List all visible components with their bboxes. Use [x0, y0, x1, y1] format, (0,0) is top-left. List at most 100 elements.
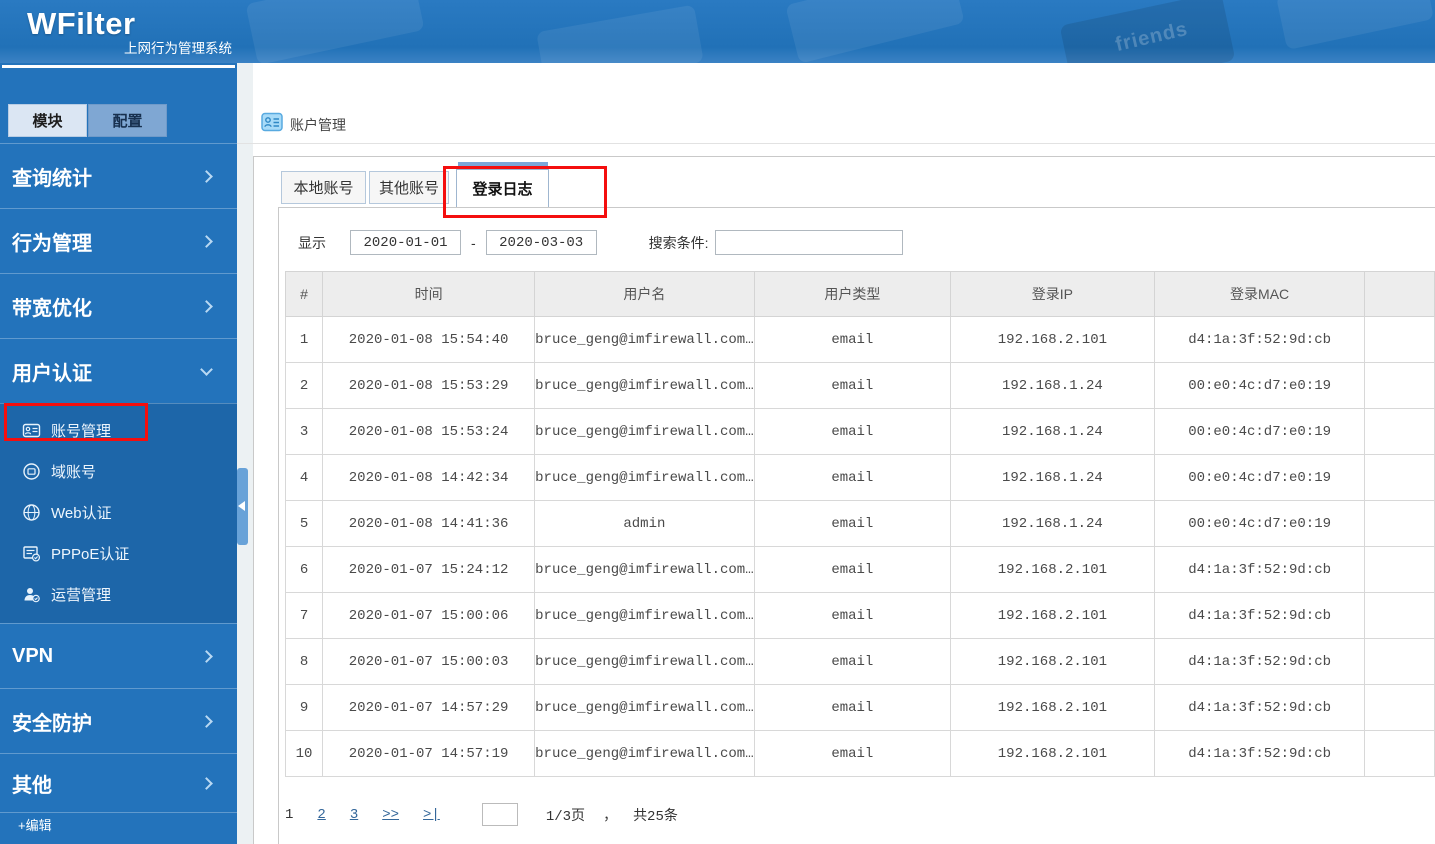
table-header-row: # 时间 用户名 用户类型 登录IP 登录MAC [284, 271, 1435, 317]
sidebar-item-label: VPN [12, 644, 54, 667]
cell-time: 2020-01-08 15:53:24 [322, 408, 536, 455]
cell-usertype: email [753, 408, 952, 455]
sidebar-item-bandwidth[interactable]: 带宽优化 [0, 273, 237, 338]
sidebar-tab-modules[interactable]: 模块 [8, 104, 87, 137]
sidebar-item-vpn[interactable]: VPN [0, 623, 237, 688]
cell-time: 2020-01-08 15:54:40 [322, 316, 536, 363]
date-from-input[interactable] [350, 230, 461, 255]
breadcrumb: 账户管理 [237, 63, 1435, 144]
page-current: 1 [285, 806, 294, 823]
sidebar-subitem-web-auth[interactable]: Web认证 [0, 492, 237, 533]
cell-index: 3 [284, 408, 324, 455]
cell-index: 5 [284, 500, 324, 547]
page-last-button[interactable]: >| [423, 806, 440, 823]
cell-mac: 00:e0:4c:d7:e0:19 [1153, 454, 1366, 501]
active-tab-indicator [458, 162, 548, 166]
sidebar-item-user-auth[interactable]: 用户认证 [0, 338, 237, 403]
chevron-down-icon [200, 362, 213, 376]
sidebar-submenu-user-auth: 账号管理 域账号 Web认证 [0, 403, 237, 623]
page-jump-input[interactable] [481, 803, 518, 826]
total-count: 共25条 [633, 808, 678, 825]
sidebar-subitem-label: 运营管理 [51, 587, 112, 604]
cell-username: bruce_geng@imfirewall.com… [534, 454, 755, 501]
tab-other-accounts[interactable]: 其他账号 [369, 171, 449, 204]
cell-extra [1364, 730, 1435, 777]
col-header-extra [1364, 271, 1435, 317]
col-header-mac: 登录MAC [1153, 271, 1366, 317]
cell-mac: d4:1a:3f:52:9d:cb [1153, 638, 1366, 685]
table-row: 1 2020-01-08 15:54:40 bruce_geng@imfirewal… [284, 316, 1435, 363]
cell-usertype: email [753, 362, 952, 409]
cell-time: 2020-01-07 14:57:19 [322, 730, 536, 777]
sidebar-item-security[interactable]: 安全防护 [0, 688, 237, 753]
login-log-table: # 时间 用户名 用户类型 登录IP 登录MAC 1 2020-01-08 15:54:40… [284, 271, 1435, 777]
sidebar-item-label: 行为管理 [12, 232, 92, 255]
cell-index: 7 [284, 592, 324, 639]
page-info: 1/3页 [545, 808, 586, 825]
chevron-right-icon [200, 714, 213, 728]
cell-username: bruce_geng@imfirewall.com… [534, 408, 755, 455]
cell-mac: 00:e0:4c:d7:e0:19 [1153, 408, 1366, 455]
keyboard-key-art [536, 4, 704, 63]
col-header-username: 用户名 [534, 271, 755, 317]
cell-index: 4 [284, 454, 324, 501]
chevron-right-icon [200, 234, 213, 248]
cell-index: 9 [284, 684, 324, 731]
app-subtitle: 上网行为管理系统 [124, 41, 232, 56]
page-link-3[interactable]: 3 [349, 806, 359, 823]
cell-index: 10 [284, 730, 324, 777]
page-link-2[interactable]: 2 [317, 806, 326, 823]
cell-mac: d4:1a:3f:52:9d:cb [1153, 684, 1366, 731]
search-input[interactable] [714, 230, 903, 255]
pagination: 1 2 3 >> >| 1/3页 ， 共25条 [285, 803, 678, 826]
tab-label: 其他账号 [378, 180, 439, 197]
cell-usertype: email [753, 730, 952, 777]
cell-username: bruce_geng@imfirewall.com… [534, 730, 755, 777]
cell-time: 2020-01-08 15:53:29 [322, 362, 536, 409]
cell-ip: 192.168.1.24 [950, 500, 1155, 547]
sidebar-subitem-pppoe-auth[interactable]: PPPoE认证 [0, 533, 237, 574]
sidebar-subitem-label: 域账号 [51, 464, 97, 481]
sidebar-divider [2, 65, 235, 68]
table-row: 9 2020-01-07 14:57:29 bruce_geng@imfirewal… [284, 684, 1435, 731]
chevron-right-icon [200, 776, 213, 790]
sidebar-item-behavior-mgmt[interactable]: 行为管理 [0, 208, 237, 273]
col-header-index: # [284, 271, 324, 317]
tab-login-log[interactable]: 登录日志 [456, 169, 549, 207]
sidebar-edit-link[interactable]: +编辑 [18, 818, 52, 833]
chevron-right-icon [200, 649, 213, 663]
sidebar-subitem-account-mgmt[interactable]: 账号管理 [0, 410, 237, 451]
sidebar-item-label: 带宽优化 [12, 297, 92, 320]
cell-mac: 00:e0:4c:d7:e0:19 [1153, 362, 1366, 409]
page-next-button[interactable]: >> [382, 806, 400, 823]
sidebar-collapse-handle[interactable] [237, 468, 248, 545]
cell-index: 8 [284, 638, 324, 685]
cell-time: 2020-01-07 15:00:06 [322, 592, 536, 639]
tab-local-accounts[interactable]: 本地账号 [281, 171, 366, 204]
col-header-ip: 登录IP [950, 271, 1155, 317]
keyboard-key-art [245, 0, 425, 63]
col-header-usertype: 用户类型 [753, 271, 952, 317]
sidebar-item-query-stats[interactable]: 查询统计 [0, 143, 237, 208]
chevron-right-icon [200, 299, 213, 313]
cell-username: bruce_geng@imfirewall.com… [534, 546, 755, 593]
sidebar-menu: 查询统计 行为管理 带宽优化 用户认证 [0, 143, 237, 813]
divider [237, 143, 1435, 144]
cell-usertype: email [753, 316, 952, 363]
sidebar-tab-label: 模块 [32, 113, 63, 130]
sidebar-tab-label: 配置 [112, 113, 143, 130]
cell-time: 2020-01-08 14:41:36 [322, 500, 536, 547]
sidebar-tab-config[interactable]: 配置 [88, 104, 167, 137]
cell-username: admin [534, 500, 755, 547]
cell-ip: 192.168.2.101 [950, 592, 1155, 639]
cell-ip: 192.168.2.101 [950, 730, 1155, 777]
cell-time: 2020-01-08 14:42:34 [322, 454, 536, 501]
sidebar-subitem-label: PPPoE认证 [51, 546, 130, 563]
operator-icon [24, 588, 40, 603]
sidebar-subitem-domain-account[interactable]: 域账号 [0, 451, 237, 492]
cell-username: bruce_geng@imfirewall.com… [534, 316, 755, 363]
sidebar-item-other[interactable]: 其他 [0, 753, 237, 813]
sidebar-subitem-operation-mgmt[interactable]: 运营管理 [0, 574, 237, 615]
cell-time: 2020-01-07 15:24:12 [322, 546, 536, 593]
date-to-input[interactable] [485, 230, 597, 255]
